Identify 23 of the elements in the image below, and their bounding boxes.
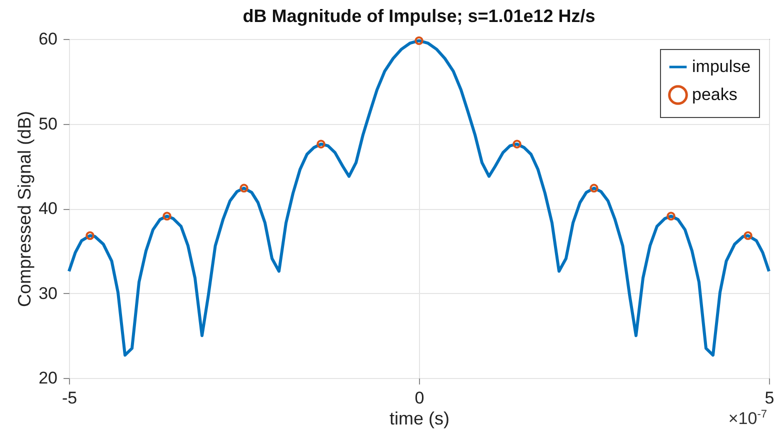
point (240, 184, 248, 193)
x-tick-label: 0 (414, 388, 424, 408)
y-tick-label: 20 (38, 368, 58, 388)
point (744, 231, 752, 240)
x-axis-title: time (s) (390, 408, 450, 428)
y-tick-label: 30 (38, 284, 58, 303)
point (590, 184, 598, 193)
y-tick-label: 60 (38, 30, 58, 48)
legend-label: peaks (692, 85, 738, 104)
point (512, 140, 522, 148)
x-tick-label: -5 (62, 388, 78, 408)
chart-title: dB Magnitude of Impulse; s=1.01e12 Hz/s (242, 6, 596, 26)
y-tick-label: 40 (38, 199, 58, 218)
point (316, 140, 326, 148)
legend-label: impulse (692, 57, 751, 76)
x-tick-label: 5 (764, 388, 774, 408)
y-axis-title: Compressed Signal (dB) (14, 110, 35, 308)
point (666, 212, 676, 220)
text: ×10$^{-7}$ (728, 408, 767, 428)
point (162, 212, 172, 220)
point (414, 36, 424, 46)
y-tick-label: 50 (38, 114, 58, 134)
point (86, 231, 94, 240)
